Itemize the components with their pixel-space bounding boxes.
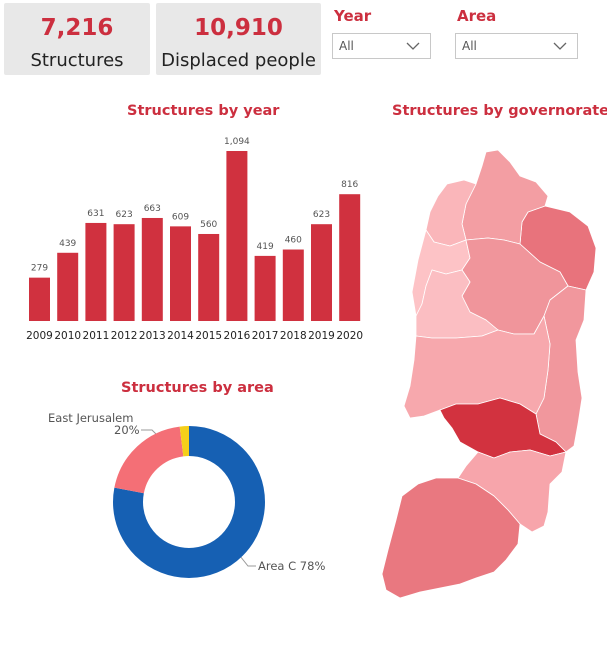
chevron-down-icon [406,42,420,50]
bar-data-label: 623 [116,210,133,220]
bar-2011 [85,222,107,321]
bar-data-label: 631 [87,209,104,219]
donut-chart-title: Structures by area [121,380,274,396]
bar-2015 [198,233,220,321]
bar-data-label: 1,094 [224,137,250,147]
kpi-displaced-value: 10,910 [194,15,283,41]
x-tick-label: 2012 [111,330,138,342]
chevron-down-icon [553,42,567,50]
bar-2019 [311,224,332,321]
x-tick-label: 2020 [336,330,363,342]
bar-2014 [170,226,191,321]
bar-2012 [113,224,135,321]
donut-leader-area-c [239,555,256,567]
structures-by-area-chart: East Jerusalem 20% Area C 78% [48,411,325,578]
x-tick-label: 2009 [26,330,53,342]
kpi-card-displaced: 10,910 Displaced people [156,3,321,75]
bar-chart-title: Structures by year [127,103,280,119]
x-tick-label: 2014 [167,330,194,342]
bar-2009 [29,277,50,321]
bar-data-label: 623 [313,210,330,220]
bar-data-label: 816 [341,180,358,190]
kpi-displaced-label: Displaced people [161,50,316,71]
bar-data-label: 460 [285,236,302,246]
bar-data-label: 560 [200,220,217,230]
donut-label-east-jerusalem: East Jerusalem [48,411,133,425]
x-tick-label: 2019 [308,330,335,342]
map-region-hebron [381,477,521,599]
kpi-structures-label: Structures [30,50,124,71]
bar-data-label: 439 [59,239,76,249]
bar-2017 [254,255,276,321]
bar-2016 [226,151,248,321]
map-title: Structures by governorate [392,103,607,119]
donut-label-east-jerusalem-pct: 20% [114,423,140,437]
donut-slice-other [113,426,265,578]
donut-label-area-c: Area C 78% [258,559,325,573]
bar-2010 [57,252,79,321]
bar-data-label: 279 [31,264,48,274]
x-tick-label: 2013 [139,330,166,342]
bar-data-label: 609 [172,212,189,222]
x-tick-label: 2018 [280,330,307,342]
kpi-card-structures: 7,216 Structures [4,3,150,75]
bar-2018 [282,249,304,321]
bar-2020 [339,194,361,321]
bar-data-label: 419 [257,242,274,252]
bar-2013 [141,217,163,321]
x-tick-label: 2016 [224,330,251,342]
kpi-structures-value: 7,216 [40,15,114,41]
x-tick-label: 2011 [83,330,110,342]
x-tick-label: 2015 [195,330,222,342]
year-dropdown[interactable]: All [332,33,431,59]
x-tick-label: 2017 [252,330,279,342]
bar-data-label: 663 [144,204,161,214]
area-dropdown-value: All [462,39,477,53]
area-slicer-title: Area [457,7,497,25]
year-slicer-title: Year [334,7,372,25]
x-tick-label: 2010 [54,330,81,342]
area-dropdown[interactable]: All [455,33,578,59]
year-dropdown-value: All [339,39,354,53]
structures-by-year-chart: 279 2009 439 2010 631 2011 623 2012 663 2013 609 20… [26,137,363,342]
